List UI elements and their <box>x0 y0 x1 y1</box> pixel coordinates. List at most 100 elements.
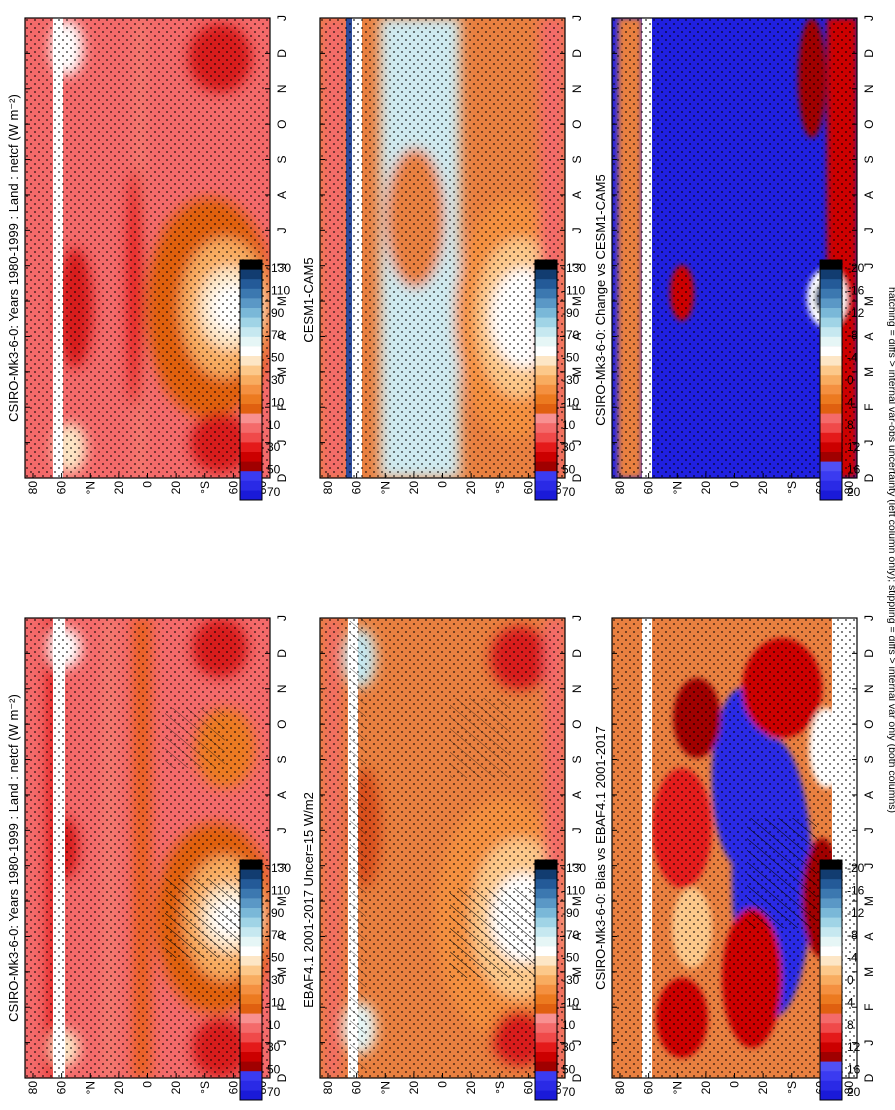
colorbar-label: -110 <box>562 883 585 897</box>
x-tick-label: J <box>275 263 289 269</box>
colorbar-swatch <box>820 394 842 404</box>
x-tick-label: M <box>275 967 289 977</box>
colorbar-swatch <box>820 946 842 956</box>
colorbar-swatch <box>240 288 262 299</box>
x-tick-label: D <box>275 49 289 58</box>
colorbar-swatch <box>240 926 262 937</box>
x-axis: D J F M A M J J A S O N D J <box>320 15 584 482</box>
x-tick-label: D <box>275 473 289 482</box>
colorbar-swatch <box>820 451 842 462</box>
colorbar-swatch <box>820 965 842 976</box>
footnote: hatching = diffs > internal var-obs unce… <box>886 287 895 813</box>
colorbar-label: 8 <box>847 1018 854 1032</box>
svg-text:CSIRO-Mk3-6-0: Years 1980-1999: CSIRO-Mk3-6-0: Years 1980-1999 : Land : … <box>6 94 21 422</box>
y-tick-label: 20 <box>407 481 421 495</box>
x-tick-label: M <box>570 967 584 977</box>
colorbar-swatch <box>535 1022 557 1033</box>
colorbar-swatch <box>535 480 557 491</box>
colorbar-swatch <box>240 442 262 452</box>
panel-title: CSIRO-Mk3-6-0: Years 1980-1999 : Land : … <box>6 694 21 1022</box>
y-tick-label: °N <box>378 1081 392 1094</box>
panel-bottom-right: CSIRO-Mk3-6-0: Change vs CESM1-CAM5 <box>593 15 876 494</box>
colorbar-label: 50 <box>267 463 281 477</box>
colorbar-swatch <box>240 317 262 328</box>
y-tick-label: 20 <box>169 1081 183 1095</box>
colorbar-swatch <box>240 1070 262 1081</box>
colorbar-swatch <box>240 1032 262 1043</box>
colorbar-swatch <box>535 1042 557 1052</box>
colorbar-swatch <box>535 490 557 500</box>
x-tick-label: J <box>570 440 584 446</box>
x-tick-label: M <box>570 296 584 306</box>
colorbar-label: -20 <box>847 261 865 275</box>
y-tick-label: 20 <box>464 481 478 495</box>
colorbar-swatch <box>535 917 557 928</box>
colorbar-swatch <box>240 984 262 995</box>
colorbar-swatch <box>820 1070 842 1081</box>
colorbar-label: 30 <box>267 1040 281 1054</box>
y-tick-label: 60 <box>642 481 656 495</box>
colorbar-swatch <box>240 365 262 376</box>
colorbar-label: 20 <box>847 1085 861 1099</box>
x-tick-label: J <box>570 1040 584 1046</box>
x-tick-label: S <box>862 156 876 164</box>
colorbar-swatch <box>535 888 557 899</box>
colorbar-frame <box>819 859 843 1101</box>
colorbar-swatch <box>240 869 262 880</box>
x-tick-label: M <box>862 296 876 306</box>
colorbar-label: 10 <box>267 418 281 432</box>
colorbar-swatch <box>820 461 842 472</box>
colorbar-swatch <box>240 1051 262 1062</box>
colorbar-swatch <box>535 403 557 414</box>
colorbar-frame <box>239 259 263 501</box>
colorbar-swatch <box>820 470 842 481</box>
y-tick-label: °N <box>83 481 97 494</box>
x-tick-label: O <box>275 119 289 128</box>
colorbar-swatch <box>240 1022 262 1033</box>
x-tick-label: F <box>570 404 584 411</box>
colorbar-label: 50 <box>562 1063 576 1077</box>
colorbar-label: 0 <box>847 373 854 387</box>
x-tick-label: D <box>570 473 584 482</box>
y-tick-label: 80 <box>613 1081 627 1095</box>
x-axis: D J F M A M J J A S O N D J <box>612 15 876 482</box>
colorbar-label: -50 <box>267 351 285 365</box>
x-tick-label: F <box>862 1004 876 1011</box>
colorbar-swatch <box>820 1061 842 1072</box>
colorbar-label: -8 <box>847 928 858 942</box>
x-tick-label: J <box>862 440 876 446</box>
colorbar-swatch <box>820 1032 842 1043</box>
svg-text:CSIRO-Mk3-6-0: Years 1980-1999: CSIRO-Mk3-6-0: Years 1980-1999 : Land : … <box>6 694 21 1022</box>
colorbar-swatch <box>820 974 842 985</box>
colorbar-swatch <box>535 869 557 880</box>
colorbar-swatch <box>535 994 557 1004</box>
panel-bottom-left: CSIRO-Mk3-6-0: Bias vs EBAF4.1 2001-2017 <box>593 615 876 1094</box>
colorbar-label: -130 <box>267 861 291 875</box>
colorbar-swatch <box>240 1013 262 1024</box>
panel-title: EBAF4.1 2001-2017 Uncer=15 W/m2 <box>301 792 316 1008</box>
colorbar-swatch <box>535 1061 557 1072</box>
colorbar-swatch <box>240 451 262 462</box>
x-tick-label: D <box>862 1073 876 1082</box>
colorbar-swatch <box>820 1051 842 1062</box>
colorbar-swatch <box>820 907 842 918</box>
colorbar-swatch <box>240 480 262 491</box>
colorbar-swatch <box>240 394 262 404</box>
colorbar-swatch <box>820 307 842 318</box>
colorbar-swatch <box>820 1090 842 1100</box>
colorbar-swatch <box>240 470 262 481</box>
colorbar-label: -30 <box>562 973 580 987</box>
heatmap-field <box>612 618 857 1078</box>
y-tick-label: °N <box>83 1081 97 1094</box>
x-tick-label: M <box>862 896 876 906</box>
colorbar-swatch <box>820 888 842 899</box>
colorbar-swatch <box>820 432 842 443</box>
colorbar-swatch <box>820 955 842 966</box>
colorbar-swatch <box>535 336 557 347</box>
colorbar-label: -20 <box>847 861 865 875</box>
y-tick-label: 0 <box>141 1081 155 1088</box>
y-tick-label: 20 <box>112 1081 126 1095</box>
x-tick-label: A <box>570 932 584 940</box>
colorbar-swatch <box>820 317 842 328</box>
colorbar-swatch <box>535 413 557 424</box>
